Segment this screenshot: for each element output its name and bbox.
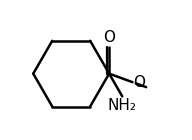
Text: O: O [133,75,145,90]
Text: NH₂: NH₂ [108,98,137,113]
Text: O: O [103,30,115,45]
